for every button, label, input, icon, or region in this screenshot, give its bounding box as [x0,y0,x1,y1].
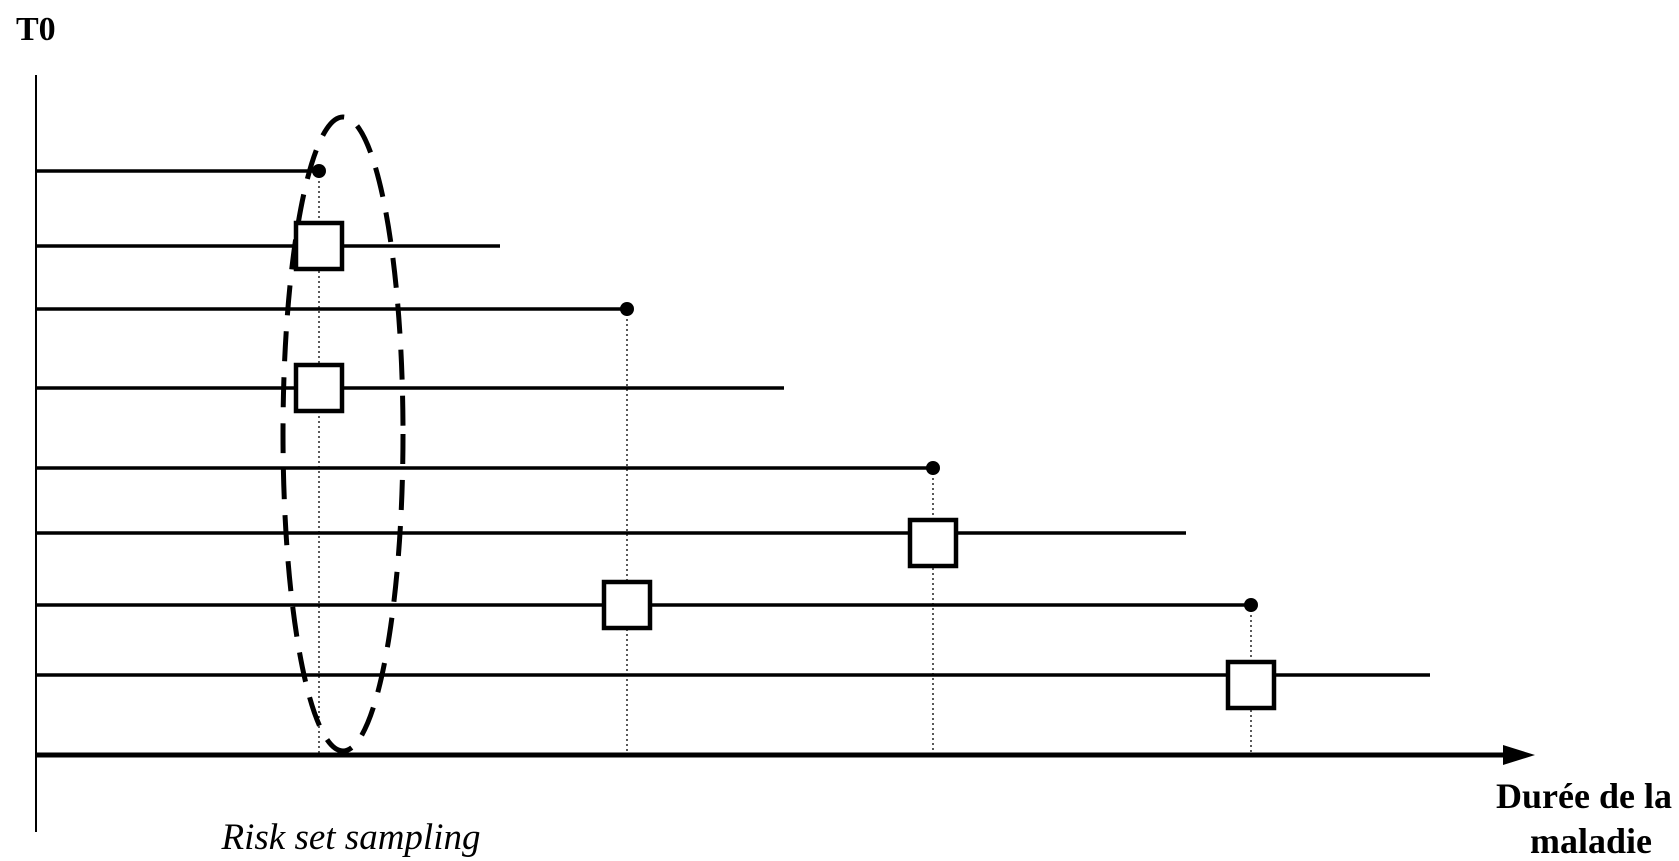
sampled-control-box [293,220,345,272]
follow-up-lines [36,169,1430,677]
case-event-dot [926,461,940,475]
sampled-control-box [293,362,345,414]
case-event-dot [1244,598,1258,612]
risk-set-label: Risk set sampling [221,817,481,858]
sampled-control-box [1225,659,1277,711]
x-axis-label-line1: Durée de la [1496,776,1672,816]
x-axis-label-line2: maladie [1530,821,1652,861]
case-event-dot [312,164,326,178]
case-event-dot [620,302,634,316]
sampled-control-box [907,517,959,569]
time-axis-arrowhead [1503,745,1535,765]
risk-set-ellipse [280,114,406,754]
origin-label: T0 [16,11,56,48]
event-time-guides [318,171,1252,755]
sampled-control-box [601,579,653,631]
